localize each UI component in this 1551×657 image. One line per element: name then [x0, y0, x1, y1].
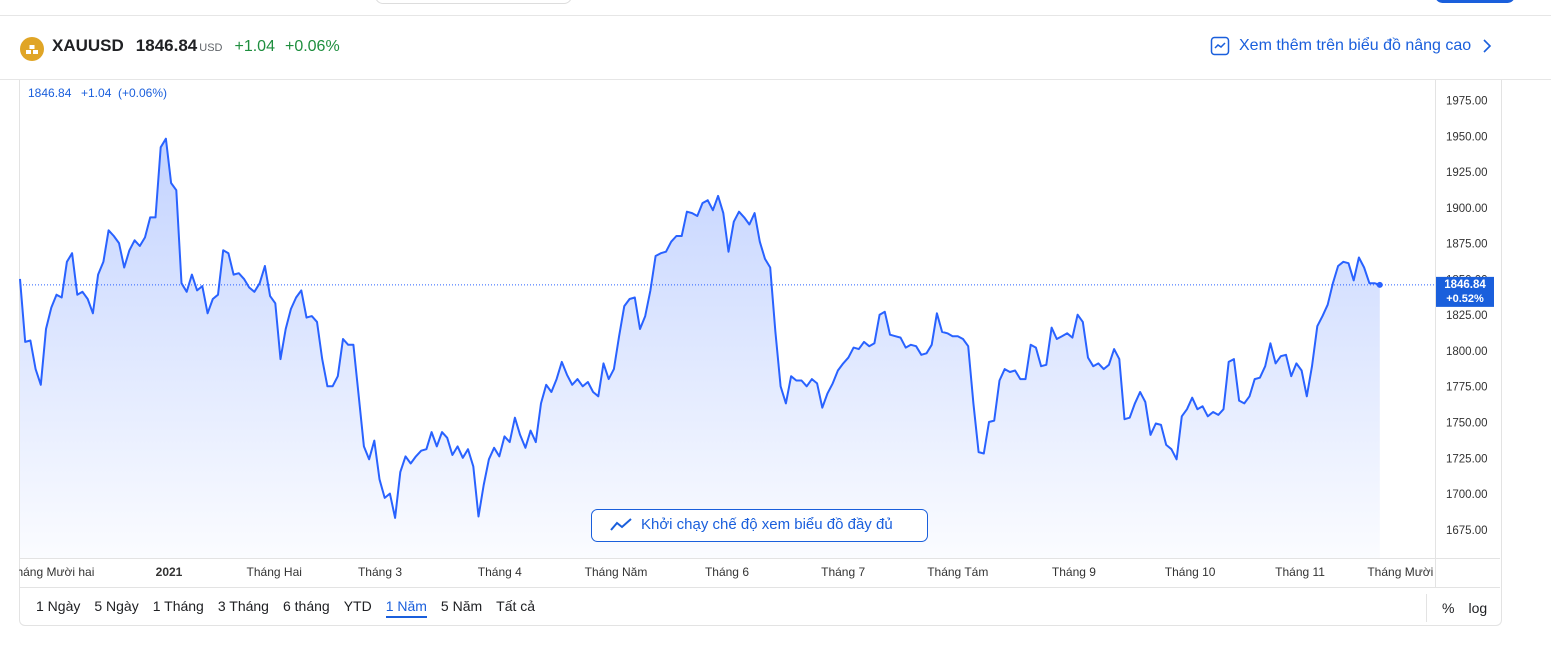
- legend-change: +1.04: [81, 86, 112, 100]
- scale-button[interactable]: %: [1442, 600, 1455, 616]
- range-button[interactable]: 1 Tháng: [152, 598, 204, 614]
- scale-button[interactable]: log: [1468, 600, 1488, 616]
- x-tick-label: Tháng 4: [478, 565, 522, 579]
- range-button[interactable]: Tất cả: [496, 598, 536, 614]
- range-button[interactable]: 5 Ngày: [94, 598, 139, 614]
- advanced-link-text[interactable]: Xem thêm trên biểu đồ nâng cao: [1239, 37, 1472, 54]
- y-tick-label: 1800.00: [1446, 346, 1488, 358]
- x-tick-label: Tháng 6: [705, 565, 749, 579]
- y-tick-label: 1950.00: [1446, 131, 1488, 143]
- last-point: [1376, 281, 1383, 288]
- x-tick-label: Tháng Năm: [585, 565, 648, 579]
- y-tick-label: 1675.00: [1446, 525, 1488, 537]
- range-button[interactable]: 5 Năm: [440, 598, 483, 614]
- range-button[interactable]: 1 Ngày: [36, 598, 81, 614]
- advanced-link[interactable]: Xem thêm trên biểu đồ nâng cao: [1210, 36, 1495, 56]
- currency: USD: [199, 42, 223, 54]
- symbol: XAUUSD: [52, 36, 124, 55]
- price: 1846.84: [135, 36, 198, 55]
- last-price-label: 1846.84: [1444, 279, 1486, 291]
- x-tick-label: Tháng 7: [821, 565, 865, 579]
- top-button[interactable]: [1435, 0, 1515, 3]
- x-tick-label: Tháng Mười hai: [1367, 565, 1452, 579]
- x-tick-label: Tháng Tám: [927, 565, 988, 579]
- range-buttons: 1 Ngày 5 Ngày 1 Tháng 3 Tháng 6 tháng YTD 1 Nă…: [36, 598, 549, 618]
- change-percent: +0.06%: [284, 38, 340, 55]
- price-line: [19, 137, 1381, 519]
- full-view-button[interactable]: Khởi chạy chế độ xem biểu đồ đầy đủ: [591, 509, 928, 542]
- chart-card: [19, 80, 1502, 626]
- full-view-button-box[interactable]: [591, 509, 928, 542]
- full-view-button-text[interactable]: Khởi chạy chế độ xem biểu đồ đầy đủ: [641, 516, 893, 533]
- x-tick-label: Tháng 10: [1165, 565, 1216, 579]
- y-tick-label: 1775.00: [1446, 382, 1488, 394]
- y-tick-label: 1725.00: [1446, 453, 1488, 465]
- scale-buttons: % log: [1426, 594, 1501, 622]
- y-tick-label: 1825.00: [1446, 310, 1488, 322]
- range-button[interactable]: 6 tháng: [282, 598, 330, 614]
- x-tick-label: Tháng 3: [358, 565, 402, 579]
- x-tick-label: Tháng Hai: [247, 565, 302, 579]
- chevron: [1483, 39, 1492, 53]
- y-tick-label: 1750.00: [1446, 418, 1488, 430]
- y-tick-label: 1900.00: [1446, 203, 1488, 215]
- trend-icon: [610, 518, 632, 531]
- area: [20, 138, 1380, 558]
- x-tick-label: 2021: [156, 565, 183, 579]
- x-tick-label: Tháng 11: [1275, 565, 1325, 579]
- range-button[interactable]: YTD: [343, 598, 372, 614]
- last-price-badge: [1436, 276, 1494, 307]
- top-bar: [0, 0, 1551, 16]
- y-tick-label: 1700.00: [1446, 489, 1488, 501]
- range-button[interactable]: 3 Tháng: [217, 598, 269, 614]
- x-axis: Tháng Mười hai 2021 Tháng Hai Tháng 3 Tháng …: [9, 565, 1452, 579]
- x-tick-label: Tháng 9: [1052, 565, 1096, 579]
- legend-change-percent: (+0.06%): [118, 86, 167, 100]
- last-change-label: +0.52%: [1446, 293, 1484, 305]
- chart-icon: [1210, 36, 1230, 56]
- range-button[interactable]: 1 Năm: [385, 598, 427, 618]
- divider: [0, 79, 1551, 80]
- gold-icon: [20, 37, 44, 61]
- y-tick-label: 1975.00: [1446, 95, 1488, 107]
- y-tick-label: 1875.00: [1446, 239, 1488, 251]
- quote-header: XAUUSD 1846.84 USD +1.04 +0.06%: [20, 36, 340, 60]
- x-tick-label: Tháng Mười hai: [9, 565, 94, 579]
- y-tick-label: 1925.00: [1446, 167, 1488, 179]
- change: +1.04: [234, 38, 275, 55]
- legend-price: 1846.84: [28, 86, 72, 100]
